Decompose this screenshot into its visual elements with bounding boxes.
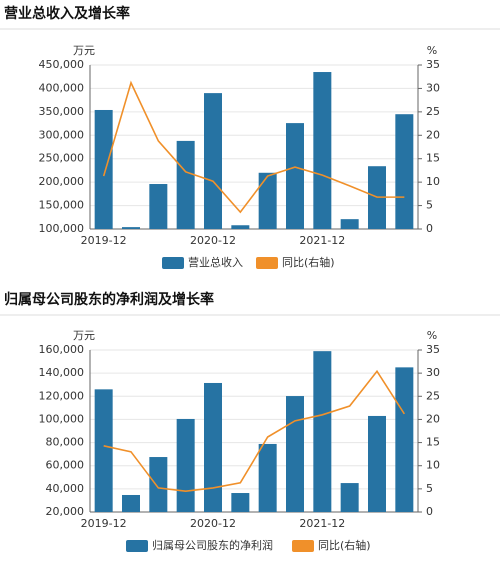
bar xyxy=(258,172,277,229)
y-tick-label: 40,000 xyxy=(46,482,85,495)
y-tick-label: 450,000 xyxy=(39,58,85,71)
legend-label: 营业总收入 xyxy=(188,255,243,269)
x-tick-label: 2020-12 xyxy=(190,517,236,530)
legend-label: 同比(右轴) xyxy=(282,255,335,269)
y-tick-label: 200,000 xyxy=(39,175,85,188)
y2-axis-unit: % xyxy=(427,44,437,57)
y-tick-label: 250,000 xyxy=(39,152,85,165)
bar xyxy=(149,457,168,512)
line xyxy=(102,80,405,214)
bar xyxy=(94,109,113,229)
y-tick-label: 400,000 xyxy=(39,81,85,94)
y2-tick-label: 5 xyxy=(426,199,433,212)
y-tick-label: 350,000 xyxy=(39,105,85,118)
y2-tick-label: 30 xyxy=(426,81,440,94)
bar xyxy=(395,367,414,512)
y-tick-label: 100,000 xyxy=(39,412,85,425)
y-tick-label: 80,000 xyxy=(46,436,85,449)
y2-tick-label: 10 xyxy=(426,459,440,472)
y2-tick-label: 30 xyxy=(426,366,440,379)
y2-tick-label: 10 xyxy=(426,175,440,188)
legend-swatch xyxy=(162,257,184,269)
x-tick-label: 2019-12 xyxy=(81,517,127,530)
y2-tick-label: 35 xyxy=(426,343,440,356)
y2-tick-label: 0 xyxy=(426,505,433,518)
bar xyxy=(313,351,332,512)
y2-tick-label: 25 xyxy=(426,389,440,402)
bar xyxy=(286,396,304,512)
y2-tick-label: 15 xyxy=(426,436,440,449)
y2-tick-label: 15 xyxy=(426,152,440,165)
bar xyxy=(122,494,140,512)
chart-title: 营业总收入及增长率 xyxy=(4,5,130,22)
bar xyxy=(149,184,168,229)
bar xyxy=(122,227,140,229)
y2-tick-label: 0 xyxy=(426,222,433,235)
y2-tick-label: 35 xyxy=(426,58,440,71)
bar xyxy=(204,93,222,229)
bar xyxy=(94,389,113,512)
bar xyxy=(395,114,414,229)
bar xyxy=(231,493,250,512)
y-tick-label: 160,000 xyxy=(39,343,85,356)
bar xyxy=(286,123,304,229)
bar xyxy=(231,225,250,229)
y2-tick-label: 20 xyxy=(426,412,440,425)
y2-axis-unit: % xyxy=(427,329,437,342)
legend-swatch xyxy=(126,540,148,552)
bar xyxy=(313,72,332,230)
bar xyxy=(340,219,359,229)
y-tick-label: 60,000 xyxy=(46,459,85,472)
y-tick-label: 100,000 xyxy=(39,222,85,235)
y-tick-label: 300,000 xyxy=(39,128,85,141)
bar xyxy=(340,483,359,512)
x-tick-label: 2019-12 xyxy=(81,234,127,247)
y-tick-label: 150,000 xyxy=(39,199,85,212)
bar xyxy=(176,418,195,512)
legend-label: 归属母公司股东的净利润 xyxy=(152,538,273,552)
x-tick-label: 2021-12 xyxy=(299,517,345,530)
legend-swatch xyxy=(256,257,278,269)
line xyxy=(103,369,406,492)
bar xyxy=(204,382,222,512)
y-tick-label: 20,000 xyxy=(46,505,85,518)
legend-swatch xyxy=(292,540,314,552)
bar xyxy=(176,140,195,229)
bar xyxy=(258,443,277,512)
legend-label: 同比(右轴) xyxy=(318,538,371,552)
y-axis-unit: 万元 xyxy=(73,44,95,57)
y-tick-label: 120,000 xyxy=(39,389,85,402)
bar xyxy=(368,415,386,512)
y-tick-label: 140,000 xyxy=(39,366,85,379)
chart-title: 归属母公司股东的净利润及增长率 xyxy=(4,291,214,308)
y-axis-unit: 万元 xyxy=(73,329,95,342)
x-tick-label: 2020-12 xyxy=(190,234,236,247)
y2-tick-label: 25 xyxy=(426,105,440,118)
y2-tick-label: 5 xyxy=(426,482,433,495)
y2-tick-label: 20 xyxy=(426,128,440,141)
x-tick-label: 2021-12 xyxy=(299,234,345,247)
